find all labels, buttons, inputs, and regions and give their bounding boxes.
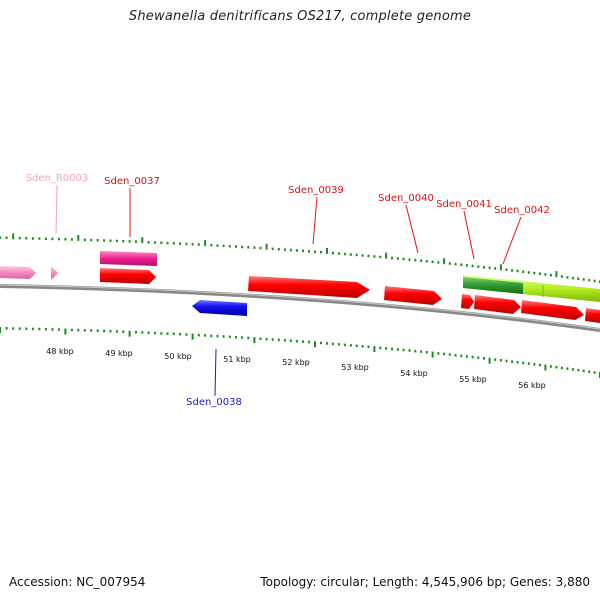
label-sden-r0003[interactable]: Sden_R0003 xyxy=(26,173,89,184)
feature-sden-r0003-part2[interactable] xyxy=(51,266,58,280)
feature-sden-0041-a[interactable] xyxy=(461,294,474,309)
scale-label-55: 55 kbp xyxy=(459,375,487,384)
feature-misc-green-dark[interactable] xyxy=(463,277,523,294)
topology-text: Topology: circular; Length: 4,545,906 bp… xyxy=(260,575,590,589)
leader-sden-0042 xyxy=(502,216,522,265)
feature-sden-0037-cds[interactable] xyxy=(100,268,156,284)
scale-label-48: 48 kbp xyxy=(46,347,74,356)
genome-backbone xyxy=(0,284,600,332)
leader-sden-0038 xyxy=(214,348,217,397)
feature-sden-0040[interactable] xyxy=(384,286,442,305)
scale-label-56: 56 kbp xyxy=(518,381,546,390)
tick-track-inner xyxy=(0,327,600,378)
label-sden-0042[interactable]: Sden_0042 xyxy=(494,205,550,216)
scale-label-53: 53 kbp xyxy=(341,363,369,372)
leader-sden-0041 xyxy=(463,210,475,260)
feature-sden-0038[interactable] xyxy=(192,300,247,316)
label-sden-0037[interactable]: Sden_0037 xyxy=(104,176,160,187)
label-sden-0040[interactable]: Sden_0040 xyxy=(378,193,434,204)
feature-sden-0041[interactable] xyxy=(474,295,521,314)
scale-label-52: 52 kbp xyxy=(282,358,310,367)
genome-backbone-highlight xyxy=(0,284,600,330)
feature-sden-0039[interactable] xyxy=(248,276,370,298)
scale-label-50: 50 kbp xyxy=(164,352,192,361)
label-sden-0041[interactable]: Sden_0041 xyxy=(436,199,492,210)
feature-sden-0042[interactable] xyxy=(521,300,584,320)
scale-label-51: 51 kbp xyxy=(223,355,251,364)
scale-label-54: 54 kbp xyxy=(400,369,428,378)
label-sden-0038[interactable]: Sden_0038 xyxy=(186,397,242,408)
feature-sden-0037-gene[interactable] xyxy=(100,251,157,266)
leader-sden-0040 xyxy=(405,204,419,254)
scale-label-49: 49 kbp xyxy=(105,349,133,358)
leader-sden-r0003 xyxy=(55,184,58,235)
feature-next-cds[interactable] xyxy=(585,308,600,323)
feature-sden-r0003-part1[interactable] xyxy=(0,266,36,279)
label-sden-0039[interactable]: Sden_0039 xyxy=(288,185,344,196)
genome-title: Shewanella denitrificans OS217, complete… xyxy=(128,9,472,24)
leader-sden-0039 xyxy=(312,196,318,245)
accession-text: Accession: NC_007954 xyxy=(9,575,146,589)
tick-track-outer xyxy=(0,233,600,283)
